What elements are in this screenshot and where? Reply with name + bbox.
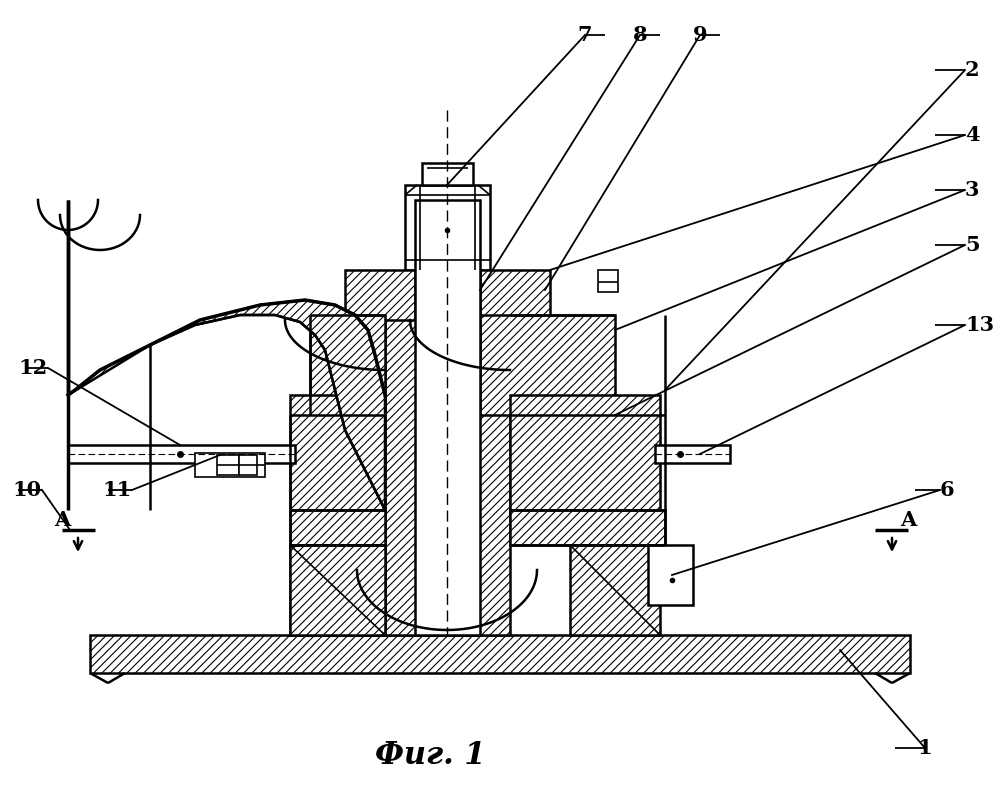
Text: 11: 11 (103, 480, 132, 500)
Bar (405, 185, 490, 270)
Bar (422, 163, 473, 185)
Bar (648, 545, 693, 605)
Text: 4: 4 (965, 125, 980, 145)
Text: A: A (54, 510, 70, 530)
Text: 13: 13 (965, 315, 994, 335)
Bar (217, 455, 239, 475)
Bar (415, 200, 480, 635)
Polygon shape (68, 300, 385, 510)
Text: 1: 1 (918, 738, 932, 758)
Bar (480, 315, 615, 415)
Text: 2: 2 (965, 60, 980, 80)
Text: 9: 9 (693, 25, 707, 45)
Bar (195, 453, 265, 477)
Bar (655, 445, 730, 463)
Bar (345, 270, 415, 320)
Text: 7: 7 (578, 25, 592, 45)
Text: 12: 12 (19, 358, 48, 378)
Bar (90, 635, 910, 673)
Text: Фиг. 1: Фиг. 1 (375, 739, 485, 770)
Bar (310, 315, 385, 415)
Bar (570, 545, 660, 635)
Polygon shape (290, 545, 385, 635)
Bar (510, 395, 660, 515)
Bar (598, 270, 618, 292)
Text: 8: 8 (633, 25, 647, 45)
Text: 10: 10 (13, 480, 42, 500)
Bar (510, 510, 665, 545)
Text: 5: 5 (965, 235, 980, 255)
Bar (290, 510, 385, 545)
Bar (239, 455, 257, 475)
Bar (68, 445, 295, 463)
Bar (480, 270, 550, 320)
Text: 6: 6 (940, 480, 955, 500)
Text: A: A (900, 510, 916, 530)
Bar (385, 290, 510, 635)
Text: 3: 3 (965, 180, 980, 200)
Bar (290, 395, 385, 515)
Bar (290, 545, 385, 635)
